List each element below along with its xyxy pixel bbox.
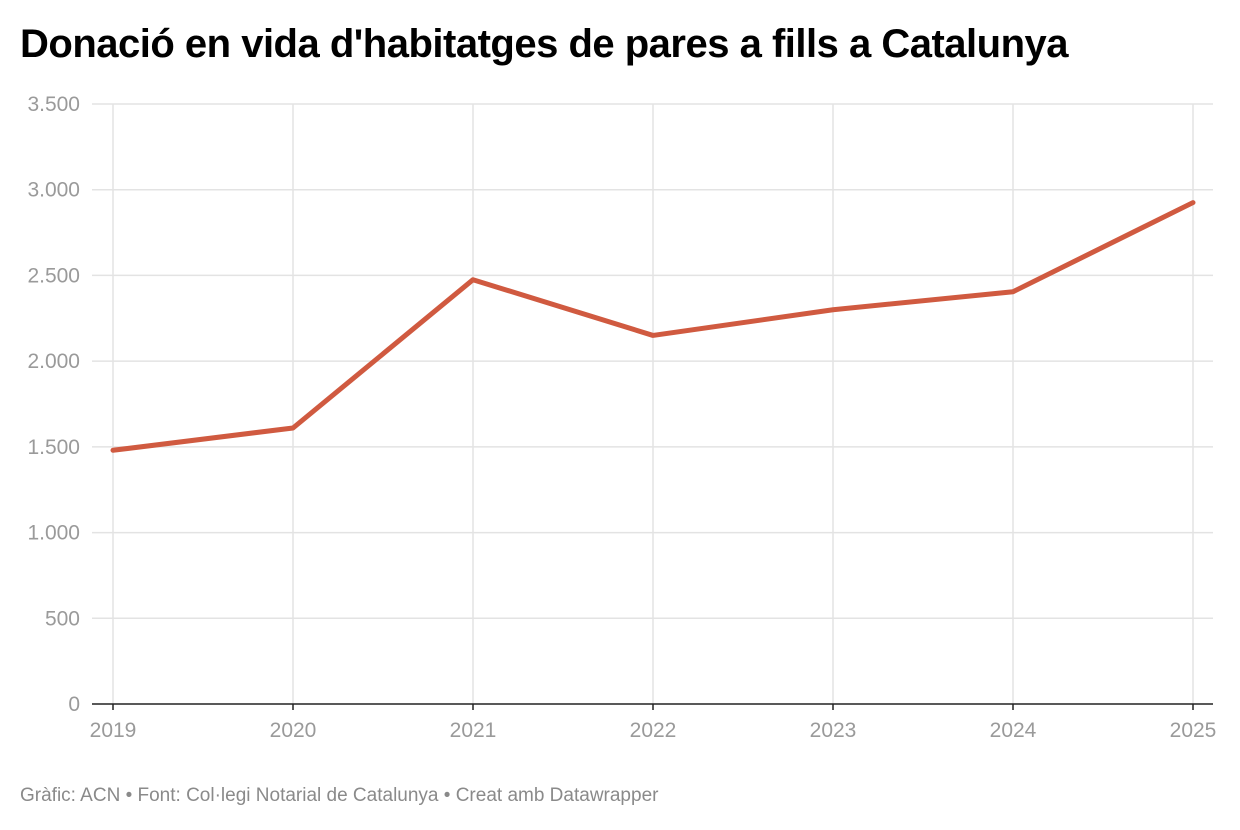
y-tick-label: 2.000 — [27, 350, 80, 373]
y-tick-label: 3.000 — [27, 179, 80, 202]
x-tick-label: 2024 — [990, 719, 1037, 742]
y-tick-label: 500 — [45, 607, 80, 630]
y-tick-label: 0 — [68, 693, 80, 716]
x-tick-label: 2019 — [90, 719, 137, 742]
x-tick-label: 2023 — [810, 719, 857, 742]
y-tick-label: 3.500 — [27, 93, 80, 116]
x-tick-label: 2025 — [1170, 719, 1217, 742]
y-tick-label: 1.000 — [27, 522, 80, 545]
x-tick-label: 2022 — [630, 719, 677, 742]
x-tick-label: 2020 — [270, 719, 317, 742]
y-tick-label: 1.500 — [27, 436, 80, 459]
line-chart: 0 500 1.000 1.500 2.000 2.500 3.000 3.500 2019 20… — [27, 93, 1217, 742]
x-tick-label: 2021 — [450, 719, 497, 742]
y-tick-label: 2.500 — [27, 264, 80, 287]
chart-footer: Gràfic: ACN • Font: Col·legi Notarial de… — [20, 785, 659, 806]
chart-title: Donació en vida d'habitatges de pares a … — [20, 22, 1069, 66]
